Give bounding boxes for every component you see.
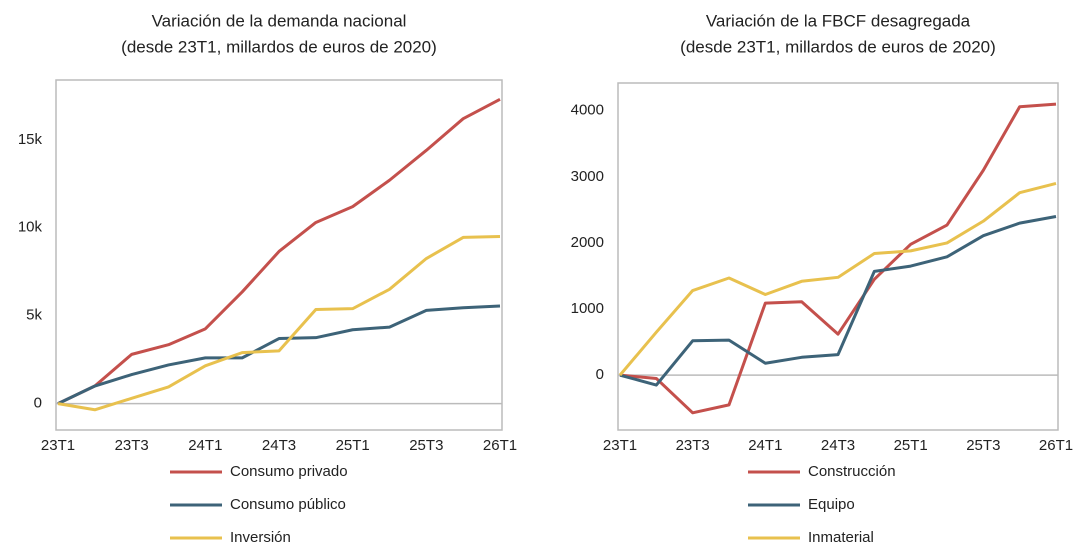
x-tick-label: 23T1 bbox=[603, 437, 637, 454]
series-line bbox=[57, 98, 501, 405]
y-tick-label: 4000 bbox=[571, 102, 604, 119]
legend-label: Consumo privado bbox=[230, 463, 348, 480]
legend-label: Equipo bbox=[808, 496, 855, 513]
x-tick-label: 26T1 bbox=[1039, 437, 1073, 454]
x-tick-label: 25T3 bbox=[409, 437, 443, 454]
plot-frame bbox=[617, 82, 1059, 431]
x-tick-label: 24T1 bbox=[748, 437, 782, 454]
chart-title: Variación de la demanda nacional bbox=[152, 11, 407, 30]
y-tick-label: 10k bbox=[18, 219, 43, 236]
series-line bbox=[619, 102, 1057, 415]
chart-title: Variación de la FBCF desagregada bbox=[706, 11, 971, 30]
legend-label: Construcción bbox=[808, 463, 896, 480]
series-line bbox=[57, 304, 501, 405]
x-tick-label: 25T1 bbox=[894, 437, 928, 454]
plot-frame bbox=[55, 79, 503, 431]
x-tick-label: 24T3 bbox=[821, 437, 855, 454]
y-tick-label: 3000 bbox=[571, 168, 604, 185]
x-tick-label: 25T1 bbox=[336, 437, 370, 454]
y-tick-label: 0 bbox=[596, 366, 604, 383]
y-tick-label: 2000 bbox=[571, 234, 604, 251]
x-tick-label: 25T3 bbox=[966, 437, 1000, 454]
series-line bbox=[619, 215, 1057, 387]
x-tick-label: 23T3 bbox=[676, 437, 710, 454]
y-tick-label: 15k bbox=[18, 131, 43, 148]
series-line bbox=[57, 235, 501, 412]
y-tick-label: 5k bbox=[26, 307, 42, 324]
y-tick-label: 1000 bbox=[571, 300, 604, 317]
x-tick-label: 23T3 bbox=[115, 437, 149, 454]
legend-label: Inversión bbox=[230, 529, 291, 546]
x-tick-label: 23T1 bbox=[41, 437, 75, 454]
series-line bbox=[618, 182, 1057, 377]
legend-label: Inmaterial bbox=[808, 529, 874, 546]
y-tick-label: 0 bbox=[34, 395, 42, 412]
x-tick-label: 26T1 bbox=[483, 437, 517, 454]
x-tick-label: 24T3 bbox=[262, 437, 296, 454]
x-tick-label: 24T1 bbox=[188, 437, 222, 454]
legend-label: Consumo público bbox=[230, 496, 346, 513]
chart-title: (desde 23T1, millardos de euros de 2020) bbox=[121, 37, 437, 56]
chart-title: (desde 23T1, millardos de euros de 2020) bbox=[680, 37, 996, 56]
